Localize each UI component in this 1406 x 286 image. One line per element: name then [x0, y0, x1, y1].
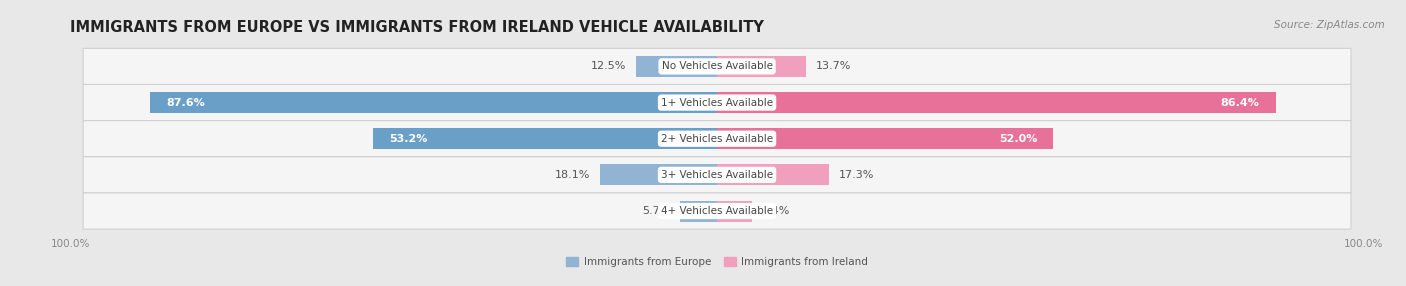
Text: 18.1%: 18.1%	[555, 170, 591, 180]
Text: 53.2%: 53.2%	[389, 134, 427, 144]
FancyBboxPatch shape	[83, 121, 1351, 157]
FancyBboxPatch shape	[83, 84, 1351, 121]
Text: 5.7%: 5.7%	[643, 206, 671, 216]
Text: 12.5%: 12.5%	[591, 61, 627, 72]
Text: 17.3%: 17.3%	[838, 170, 875, 180]
Text: 86.4%: 86.4%	[1220, 98, 1260, 108]
Text: 1+ Vehicles Available: 1+ Vehicles Available	[661, 98, 773, 108]
Bar	[717, 92, 1275, 113]
Bar	[150, 92, 717, 113]
Bar	[717, 164, 830, 185]
FancyBboxPatch shape	[83, 193, 1351, 229]
Bar	[717, 128, 1053, 149]
Text: Source: ZipAtlas.com: Source: ZipAtlas.com	[1274, 20, 1385, 30]
Text: 87.6%: 87.6%	[167, 98, 205, 108]
Text: 5.4%: 5.4%	[762, 206, 790, 216]
Bar	[636, 56, 717, 77]
FancyBboxPatch shape	[83, 157, 1351, 193]
Text: 3+ Vehicles Available: 3+ Vehicles Available	[661, 170, 773, 180]
Text: IMMIGRANTS FROM EUROPE VS IMMIGRANTS FROM IRELAND VEHICLE AVAILABILITY: IMMIGRANTS FROM EUROPE VS IMMIGRANTS FRO…	[70, 20, 765, 35]
Text: 13.7%: 13.7%	[815, 61, 851, 72]
FancyBboxPatch shape	[83, 48, 1351, 84]
Text: 2+ Vehicles Available: 2+ Vehicles Available	[661, 134, 773, 144]
Text: No Vehicles Available: No Vehicles Available	[662, 61, 772, 72]
Bar	[600, 164, 717, 185]
Legend: Immigrants from Europe, Immigrants from Ireland: Immigrants from Europe, Immigrants from …	[562, 253, 872, 271]
Bar	[717, 56, 806, 77]
Bar	[717, 200, 752, 221]
Bar	[681, 200, 717, 221]
Text: 52.0%: 52.0%	[998, 134, 1038, 144]
Text: 4+ Vehicles Available: 4+ Vehicles Available	[661, 206, 773, 216]
Bar	[373, 128, 717, 149]
